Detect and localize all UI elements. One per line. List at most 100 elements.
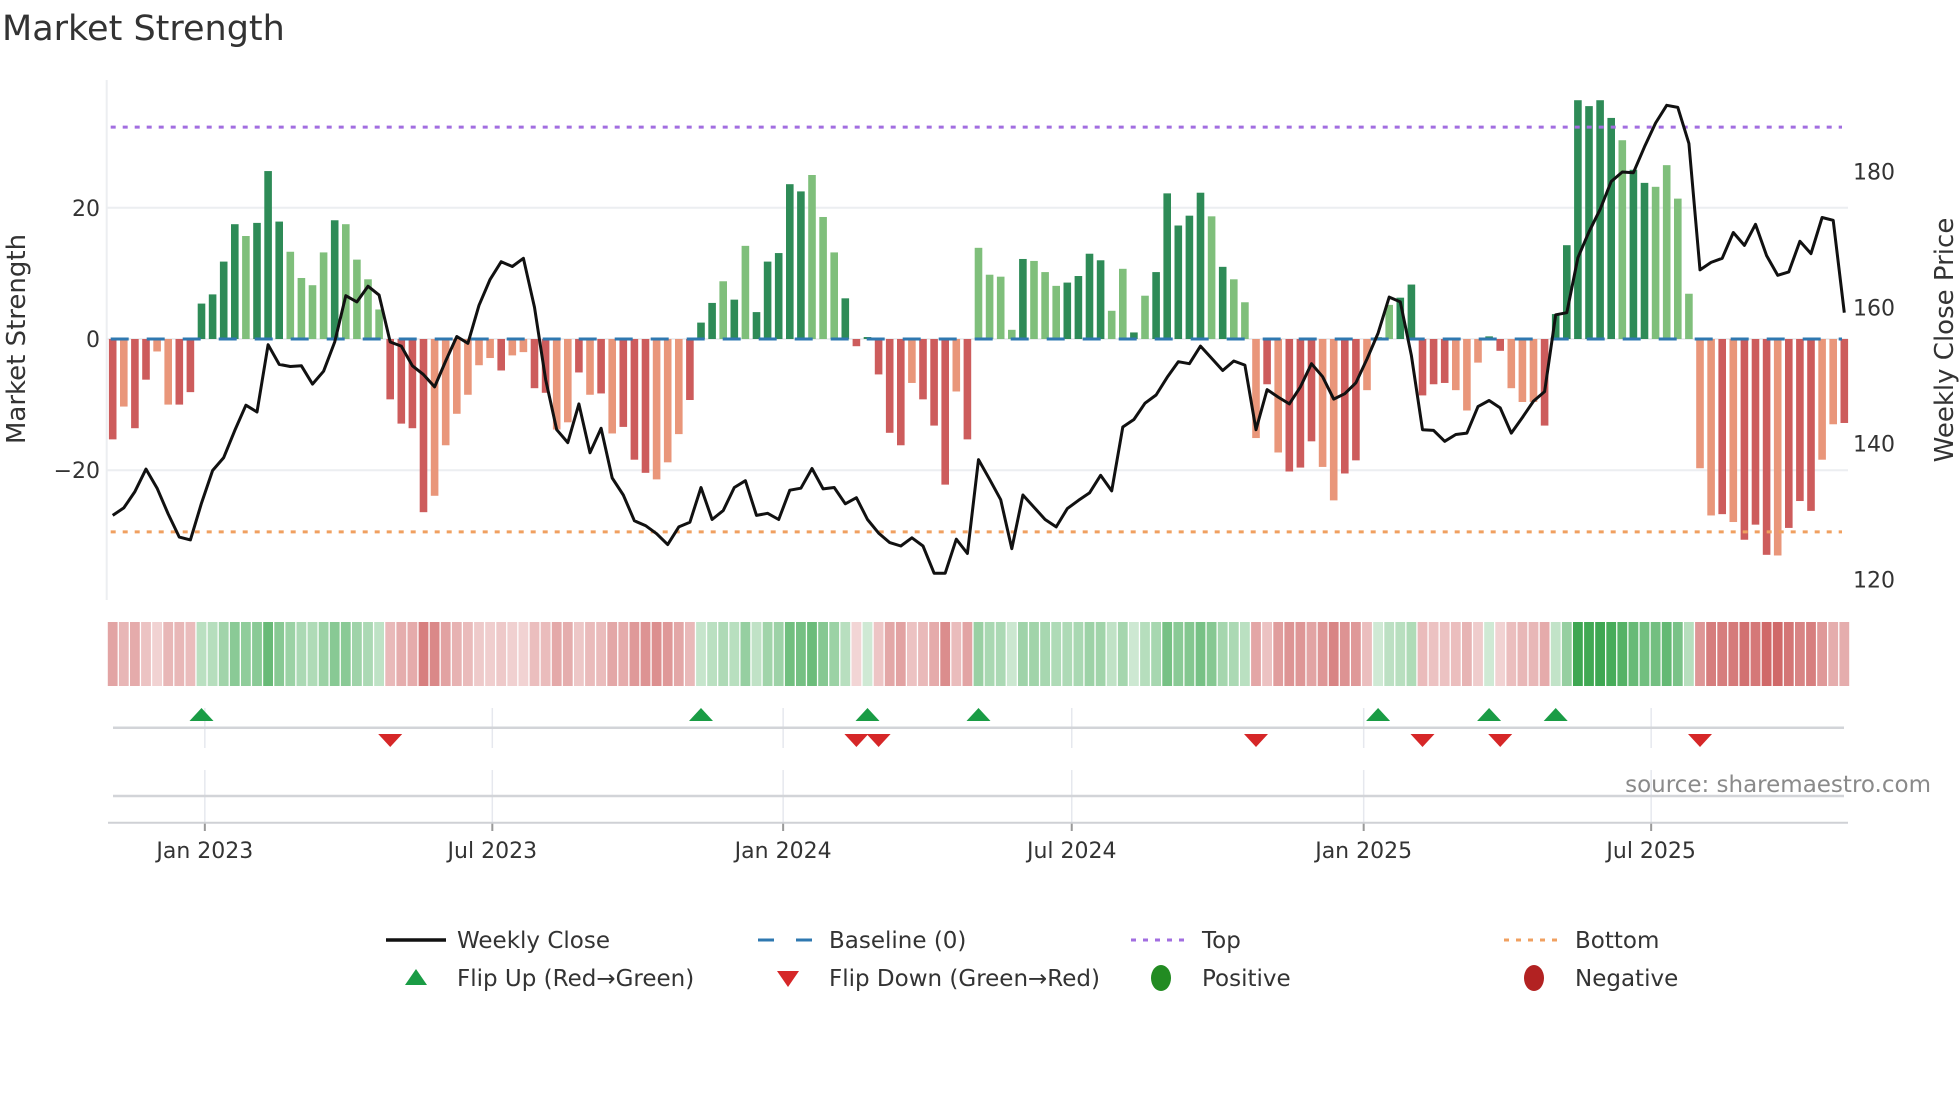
negative-strength-bar [1796, 339, 1804, 502]
strip-cell [396, 622, 407, 686]
negative-strength-bar [897, 339, 905, 446]
positive-strength-bar [985, 274, 994, 339]
positive-strength-bar [297, 277, 306, 339]
negative-strength-bar [919, 339, 927, 400]
strip-cell [163, 622, 174, 686]
positive-strength-bar [996, 276, 1005, 339]
strip-cell [1439, 622, 1450, 686]
positive-strength-bar [841, 298, 850, 339]
positive-strength-bar [1662, 165, 1671, 339]
flip-down-marker [866, 734, 891, 747]
negative-strength-bar [1318, 339, 1327, 467]
negative-strength-bar [963, 339, 972, 440]
negative-strength-bar [1296, 339, 1305, 468]
negative-strength-bar [186, 339, 195, 393]
y-tick-label: −20 [54, 459, 100, 484]
negative-strength-bar [686, 339, 694, 401]
strip-cell [696, 622, 706, 686]
y-tick-label: 20 [72, 197, 100, 222]
strip-cell [707, 622, 717, 686]
strip-cell [840, 622, 851, 686]
negative-strength-bar [552, 339, 561, 430]
strip-cell [1428, 622, 1439, 686]
negative-strength-bar [441, 339, 450, 446]
negative-strength-bar [1496, 339, 1504, 351]
legend-label: Bottom [1575, 928, 1659, 954]
positive-strength-bar [1685, 293, 1693, 339]
strip-cell [152, 622, 162, 686]
positive-strength-bar [1640, 182, 1649, 339]
legend-label: Negative [1575, 966, 1678, 992]
negative-strength-bar [1518, 339, 1527, 402]
strip-cell [796, 622, 806, 686]
strip-cell [1073, 622, 1084, 686]
strip-cell [1040, 622, 1050, 686]
positive-strength-bar [319, 252, 328, 339]
negative-strength-bar [1252, 339, 1260, 439]
negative-strength-bar [652, 339, 661, 480]
legend-label: Positive [1202, 966, 1291, 992]
negative-strength-bar [619, 339, 628, 427]
negative-strength-bar [1807, 339, 1815, 511]
negative-strength-bar [1263, 339, 1271, 385]
strip-cell [1395, 622, 1406, 686]
strip-cell [651, 622, 662, 686]
negative-strength-bar [1840, 339, 1849, 423]
negative-strength-bar [486, 339, 494, 359]
positive-strength-bar [286, 251, 295, 339]
negative-strength-bar [1307, 339, 1316, 442]
strip-cell [1550, 622, 1561, 686]
strip-cell [285, 622, 296, 686]
strip-cell [995, 622, 1006, 686]
positive-strength-bar [1596, 100, 1604, 339]
strip-cell [1051, 622, 1062, 686]
negative-strength-bar [131, 339, 139, 429]
positive-strength-bar [1563, 245, 1571, 339]
positive-strength-bar [1651, 186, 1660, 339]
strip-cell [318, 622, 329, 686]
negative-strength-bar [564, 339, 572, 423]
negative-strength-bar [1329, 339, 1338, 501]
strip-cell [1839, 622, 1850, 686]
positive-strength-bar [1385, 304, 1393, 339]
strip-cell [1517, 622, 1528, 686]
strip-cell [1195, 622, 1206, 686]
flip-up-marker [855, 708, 880, 721]
strip-cell [629, 622, 640, 686]
positive-strength-bar [708, 302, 716, 339]
negative-strength-bar [908, 339, 916, 383]
negative-strength-bar [1740, 339, 1749, 540]
flip-markers-panel: Jan 2023 Jul 2023 Jan 2024 Jul 2024 Jan 2025… [108, 708, 1848, 864]
strip-cell [973, 622, 984, 686]
strip-cell [1129, 622, 1139, 686]
strip-cell [352, 622, 362, 686]
positive-strength-bar [197, 303, 206, 339]
negative-strength-bar [1341, 339, 1349, 474]
positive-strength-bar [1019, 258, 1027, 339]
strip-cell [907, 622, 917, 686]
strip-cell [1561, 622, 1572, 686]
positive-strength-bar [741, 245, 750, 339]
strip-cell [607, 622, 618, 686]
positive-strength-bar [1218, 266, 1227, 339]
legend-label: Baseline (0) [829, 928, 966, 954]
y2-tick-label: 180 [1853, 160, 1895, 185]
strip-cell [1206, 622, 1217, 686]
strip-cell [1828, 622, 1839, 686]
positive-strength-bar [808, 175, 816, 339]
negative-strength-bar [497, 339, 505, 371]
positive-strength-bar [1618, 140, 1627, 339]
strip-cell [1095, 622, 1106, 686]
positive-strength-bar [1096, 260, 1105, 339]
positive-strength-bar [342, 224, 350, 339]
strip-cell [751, 622, 762, 686]
strip-cell [740, 622, 751, 686]
strip-cell [1661, 622, 1672, 686]
positive-strength-bar [208, 294, 217, 339]
strip-cell [507, 622, 518, 686]
strip-cell [307, 622, 318, 686]
strip-cell [218, 622, 229, 686]
negative-strength-bar [1696, 339, 1704, 469]
negative-strength-bar [430, 339, 439, 496]
negative-strength-bar [952, 339, 961, 392]
